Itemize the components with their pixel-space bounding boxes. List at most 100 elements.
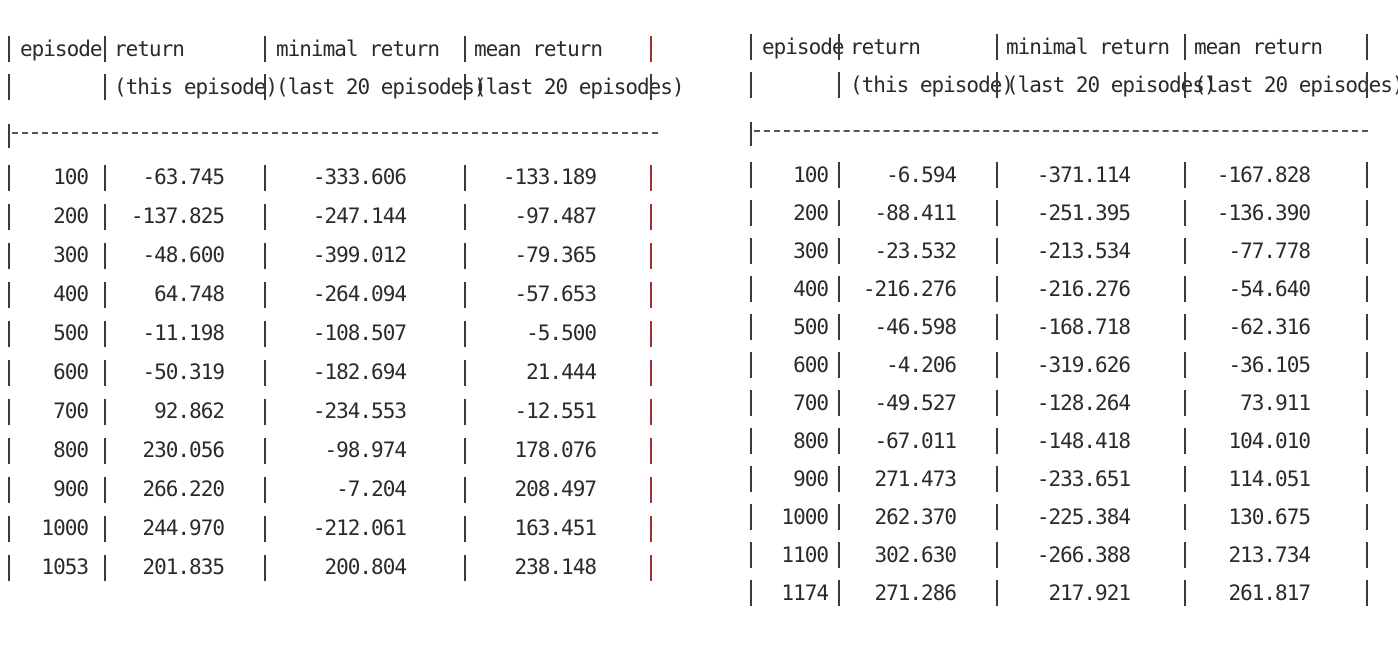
cell-episode: 700 xyxy=(53,399,89,423)
cell-min: -234.553 xyxy=(312,399,407,423)
table-header: episode return minimal return mean retur… xyxy=(8,30,685,106)
header-mean-return: mean return xyxy=(1194,35,1323,59)
cell-min: -251.395 xyxy=(1036,201,1131,225)
header-mean-return-sub: (last 20 episodes) xyxy=(474,75,685,99)
cell-mean: 213.734 xyxy=(1228,543,1311,567)
header-line-2: (this episode) (last 20 episodes) (last … xyxy=(8,68,685,106)
cell-episode: 700 xyxy=(793,391,829,415)
cell-mean: -57.653 xyxy=(514,282,597,306)
table-row: 400 64.748 -264.094 -57.653 xyxy=(8,275,652,314)
cell-mean: 130.675 xyxy=(1228,505,1311,529)
cell-return: -6.594 xyxy=(886,163,957,187)
header-return: return xyxy=(850,35,921,59)
table-row: 800 230.056 -98.974 178.076 xyxy=(8,431,652,470)
cell-mean: 163.451 xyxy=(514,516,597,540)
cell-return: 244.970 xyxy=(142,516,225,540)
table-header: episode return minimal return mean retur… xyxy=(750,28,1398,104)
header-separator xyxy=(750,118,1368,148)
header-line-1: episode return minimal return mean retur… xyxy=(8,30,652,68)
cell-min: -7.204 xyxy=(336,477,407,501)
cell-episode: 1000 xyxy=(41,516,89,540)
cell-episode: 800 xyxy=(53,438,89,462)
cell-return: -216.276 xyxy=(862,277,957,301)
cell-min: -128.264 xyxy=(1036,391,1131,415)
cell-mean: 104.010 xyxy=(1228,429,1311,453)
header-episode: episode xyxy=(762,35,845,59)
cell-episode: 400 xyxy=(53,282,89,306)
cell-min: -247.144 xyxy=(312,204,407,228)
cell-min: -212.061 xyxy=(312,516,407,540)
header-minimal-return: minimal return xyxy=(1006,35,1170,59)
cell-episode: 200 xyxy=(793,201,829,225)
cell-mean: -79.365 xyxy=(514,243,597,267)
cell-min: -213.534 xyxy=(1036,239,1131,263)
cell-mean: 238.148 xyxy=(514,555,597,579)
cell-episode: 300 xyxy=(53,243,89,267)
cell-return: 266.220 xyxy=(142,477,225,501)
cell-mean: -167.828 xyxy=(1216,163,1311,187)
cell-episode: 500 xyxy=(793,315,829,339)
cell-episode: 600 xyxy=(53,360,89,384)
table-row: 1053 201.835 200.804 238.148 xyxy=(8,548,652,587)
cell-return: -4.206 xyxy=(886,353,957,377)
table-row: 700 92.862 -234.553 -12.551 xyxy=(8,392,652,431)
table-body: 100 -6.594 -371.114 -167.828 200 -88.411 -251.… xyxy=(750,156,1368,612)
cell-return: -11.198 xyxy=(142,321,225,345)
header-minimal-return: minimal return xyxy=(276,37,440,61)
table-row: 500 -11.198 -108.507 -5.500 xyxy=(8,314,652,353)
table-row: 100 -63.745 -333.606 -133.189 xyxy=(8,158,652,197)
table-row: 900 266.220 -7.204 208.497 xyxy=(8,470,652,509)
cell-min: -168.718 xyxy=(1036,315,1131,339)
cell-mean: 261.817 xyxy=(1228,581,1311,605)
cell-mean: -77.778 xyxy=(1228,239,1311,263)
table-row: 300 -23.532 -213.534 -77.778 xyxy=(750,232,1368,270)
cell-return: 230.056 xyxy=(142,438,225,462)
cell-min: -148.418 xyxy=(1036,429,1131,453)
cell-min: 217.921 xyxy=(1048,581,1131,605)
cell-mean: -62.316 xyxy=(1228,315,1311,339)
table-row: 400 -216.276 -216.276 -54.640 xyxy=(750,270,1368,308)
cell-return: 302.630 xyxy=(874,543,957,567)
table-row: 500 -46.598 -168.718 -62.316 xyxy=(750,308,1368,346)
header-return: return xyxy=(114,37,185,61)
cell-episode: 100 xyxy=(53,165,89,189)
cell-min: -264.094 xyxy=(312,282,407,306)
cell-return: 262.370 xyxy=(874,505,957,529)
cell-episode: 800 xyxy=(793,429,829,453)
cell-mean: 73.911 xyxy=(1240,391,1311,415)
cell-mean: -136.390 xyxy=(1216,201,1311,225)
cell-episode: 1000 xyxy=(781,505,829,529)
table-row: 1000 262.370 -225.384 130.675 xyxy=(750,498,1368,536)
table-body: 100 -63.745 -333.606 -133.189 200 -137.825 -24… xyxy=(8,158,652,587)
cell-episode: 200 xyxy=(53,204,89,228)
cell-episode: 100 xyxy=(793,163,829,187)
header-mean-return-sub: (last 20 episodes) xyxy=(1194,73,1398,97)
header-line-2: (this episode) (last 20 episodes) (last … xyxy=(750,66,1398,104)
cell-min: -182.694 xyxy=(312,360,407,384)
cell-return: 271.286 xyxy=(874,581,957,605)
header-line-1: episode return minimal return mean retur… xyxy=(750,28,1368,66)
cell-episode: 1100 xyxy=(781,543,829,567)
cell-mean: -97.487 xyxy=(514,204,597,228)
header-separator xyxy=(8,120,658,150)
cell-min: 200.804 xyxy=(324,555,407,579)
table-row: 100 -6.594 -371.114 -167.828 xyxy=(750,156,1368,194)
header-minimal-return-sub: (last 20 episodes) xyxy=(1006,73,1217,97)
header-minimal-return-sub: (last 20 episodes) xyxy=(276,75,487,99)
header-return-sub: (this episode) xyxy=(114,75,278,99)
cell-return: 64.748 xyxy=(154,282,225,306)
cell-episode: 900 xyxy=(793,467,829,491)
cell-return: -137.825 xyxy=(130,204,225,228)
table-row: 200 -88.411 -251.395 -136.390 xyxy=(750,194,1368,232)
header-mean-return: mean return xyxy=(474,37,603,61)
cell-return: -23.532 xyxy=(874,239,957,263)
results-table-left: episode return minimal return mean retur… xyxy=(8,30,685,587)
cell-return: -49.527 xyxy=(874,391,957,415)
cell-return: -50.319 xyxy=(142,360,225,384)
table-row: 600 -4.206 -319.626 -36.105 xyxy=(750,346,1368,384)
cell-mean: -54.640 xyxy=(1228,277,1311,301)
cell-min: -108.507 xyxy=(312,321,407,345)
table-row: 200 -137.825 -247.144 -97.487 xyxy=(8,197,652,236)
table-row: 800 -67.011 -148.418 104.010 xyxy=(750,422,1368,460)
cell-mean: 114.051 xyxy=(1228,467,1311,491)
